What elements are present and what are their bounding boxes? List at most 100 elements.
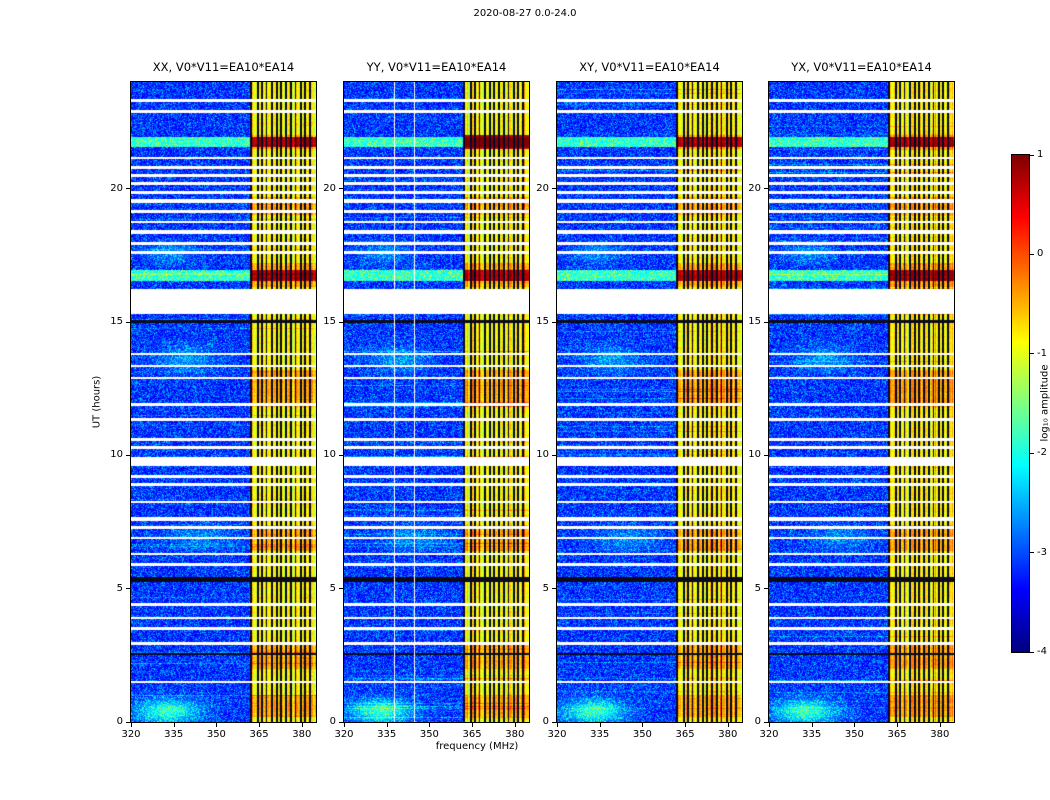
panel-XX-heatmap — [130, 81, 317, 723]
colorbar-tick-mark — [1030, 154, 1034, 156]
y-tick-mark — [764, 321, 768, 323]
x-tick-label: 335 — [802, 729, 822, 740]
figure-title: 2020-08-27 0.0-24.0 — [473, 8, 577, 19]
panel-title-YX: YX, V0*V11=EA10*EA14 — [791, 60, 932, 74]
y-tick-mark — [339, 321, 343, 323]
x-tick-mark — [386, 723, 388, 727]
x-tick-mark — [557, 723, 558, 727]
y-tick-mark — [126, 588, 130, 590]
y-tick-label: 20 — [748, 182, 761, 194]
y-tick-mark — [126, 721, 130, 723]
y-tick-label: 10 — [110, 449, 123, 461]
y-tick-mark — [552, 588, 556, 590]
x-tick-label: 365 — [462, 729, 482, 740]
y-tick-label: 20 — [323, 182, 336, 194]
x-tick-mark — [897, 723, 899, 727]
colorbar-tick-label: -4 — [1037, 646, 1047, 657]
x-tick-label: 320 — [547, 729, 567, 740]
colorbar-tick-mark — [1030, 353, 1034, 355]
x-tick-label: 380 — [505, 729, 525, 740]
colorbar-tick-mark — [1030, 253, 1034, 255]
colorbar-tick-mark — [1030, 452, 1034, 454]
y-tick-mark — [126, 454, 130, 456]
y-tick-label: 0 — [754, 716, 761, 727]
y-tick-mark — [764, 721, 768, 723]
y-tick-mark — [764, 588, 768, 590]
y-tick-label: 20 — [536, 182, 549, 194]
x-tick-mark — [344, 723, 345, 727]
y-tick-mark — [339, 721, 343, 723]
y-tick-label: 10 — [536, 449, 549, 461]
x-tick-label: 365 — [675, 729, 695, 740]
x-tick-label: 380 — [292, 729, 312, 740]
y-tick-label: 10 — [748, 449, 761, 461]
x-tick-label: 320 — [121, 729, 141, 740]
x-tick-mark — [259, 723, 261, 727]
y-tick-label: 5 — [754, 582, 761, 594]
y-tick-mark — [126, 188, 130, 190]
y-tick-label: 5 — [116, 582, 123, 594]
y-tick-label: 15 — [110, 316, 123, 327]
x-tick-mark — [131, 723, 132, 727]
x-tick-label: 335 — [164, 729, 184, 740]
colorbar-tick-mark — [1030, 651, 1034, 653]
y-tick-label: 20 — [110, 182, 123, 194]
colorbar-tick-label: -3 — [1037, 546, 1047, 558]
y-tick-mark — [552, 454, 556, 456]
x-tick-label: 350 — [419, 729, 439, 740]
x-tick-mark — [685, 723, 687, 727]
x-tick-label: 320 — [334, 729, 354, 740]
colorbar-tick-label: -2 — [1037, 447, 1047, 459]
colorbar-tick-label: -1 — [1037, 347, 1047, 359]
y-tick-label: 5 — [329, 582, 336, 594]
x-tick-label: 350 — [844, 729, 864, 740]
y-tick-mark — [552, 721, 556, 723]
y-tick-mark — [339, 188, 343, 190]
y-axis-label: UT (hours) — [91, 375, 103, 429]
y-tick-mark — [339, 454, 343, 456]
x-tick-mark — [301, 723, 303, 727]
y-tick-mark — [126, 321, 130, 323]
x-tick-label: 350 — [632, 729, 652, 740]
panel-title-XY: XY, V0*V11=EA10*EA14 — [579, 60, 720, 74]
x-tick-label: 365 — [887, 729, 907, 740]
y-tick-mark — [552, 321, 556, 323]
y-tick-label: 15 — [748, 316, 761, 327]
y-tick-mark — [764, 188, 768, 190]
x-tick-label: 335 — [377, 729, 397, 740]
x-tick-mark — [642, 723, 644, 727]
x-tick-mark — [727, 723, 729, 727]
panel-XY-heatmap — [556, 81, 743, 723]
panel-title-YY: YY, V0*V11=EA10*EA14 — [366, 60, 507, 74]
x-tick-mark — [811, 723, 813, 727]
x-tick-mark — [514, 723, 516, 727]
colorbar-tick-mark — [1030, 552, 1034, 554]
x-tick-label: 335 — [590, 729, 610, 740]
colorbar-tick-label: 0 — [1037, 248, 1044, 260]
x-tick-mark — [472, 723, 474, 727]
x-tick-label: 320 — [759, 729, 779, 740]
panel-YX-heatmap — [768, 81, 955, 723]
x-tick-mark — [769, 723, 770, 727]
y-tick-label: 15 — [323, 316, 336, 327]
y-tick-label: 0 — [116, 716, 123, 727]
colorbar — [1011, 154, 1030, 653]
y-tick-label: 15 — [536, 316, 549, 327]
x-tick-mark — [429, 723, 431, 727]
colorbar-label: log₁₀ amplitude — [1039, 364, 1050, 442]
x-tick-label: 380 — [718, 729, 738, 740]
x-tick-mark — [854, 723, 856, 727]
y-tick-label: 0 — [329, 716, 336, 727]
x-tick-mark — [939, 723, 941, 727]
panel-YY-heatmap — [343, 81, 530, 723]
x-tick-mark — [216, 723, 218, 727]
x-tick-label: 350 — [206, 729, 226, 740]
y-tick-label: 10 — [323, 449, 336, 461]
x-tick-mark — [173, 723, 175, 727]
x-tick-mark — [599, 723, 601, 727]
panel-title-XX: XX, V0*V11=EA10*EA14 — [152, 60, 295, 74]
y-tick-label: 5 — [542, 582, 549, 594]
colorbar-tick-label: 1 — [1037, 149, 1044, 160]
x-tick-label: 365 — [249, 729, 269, 740]
